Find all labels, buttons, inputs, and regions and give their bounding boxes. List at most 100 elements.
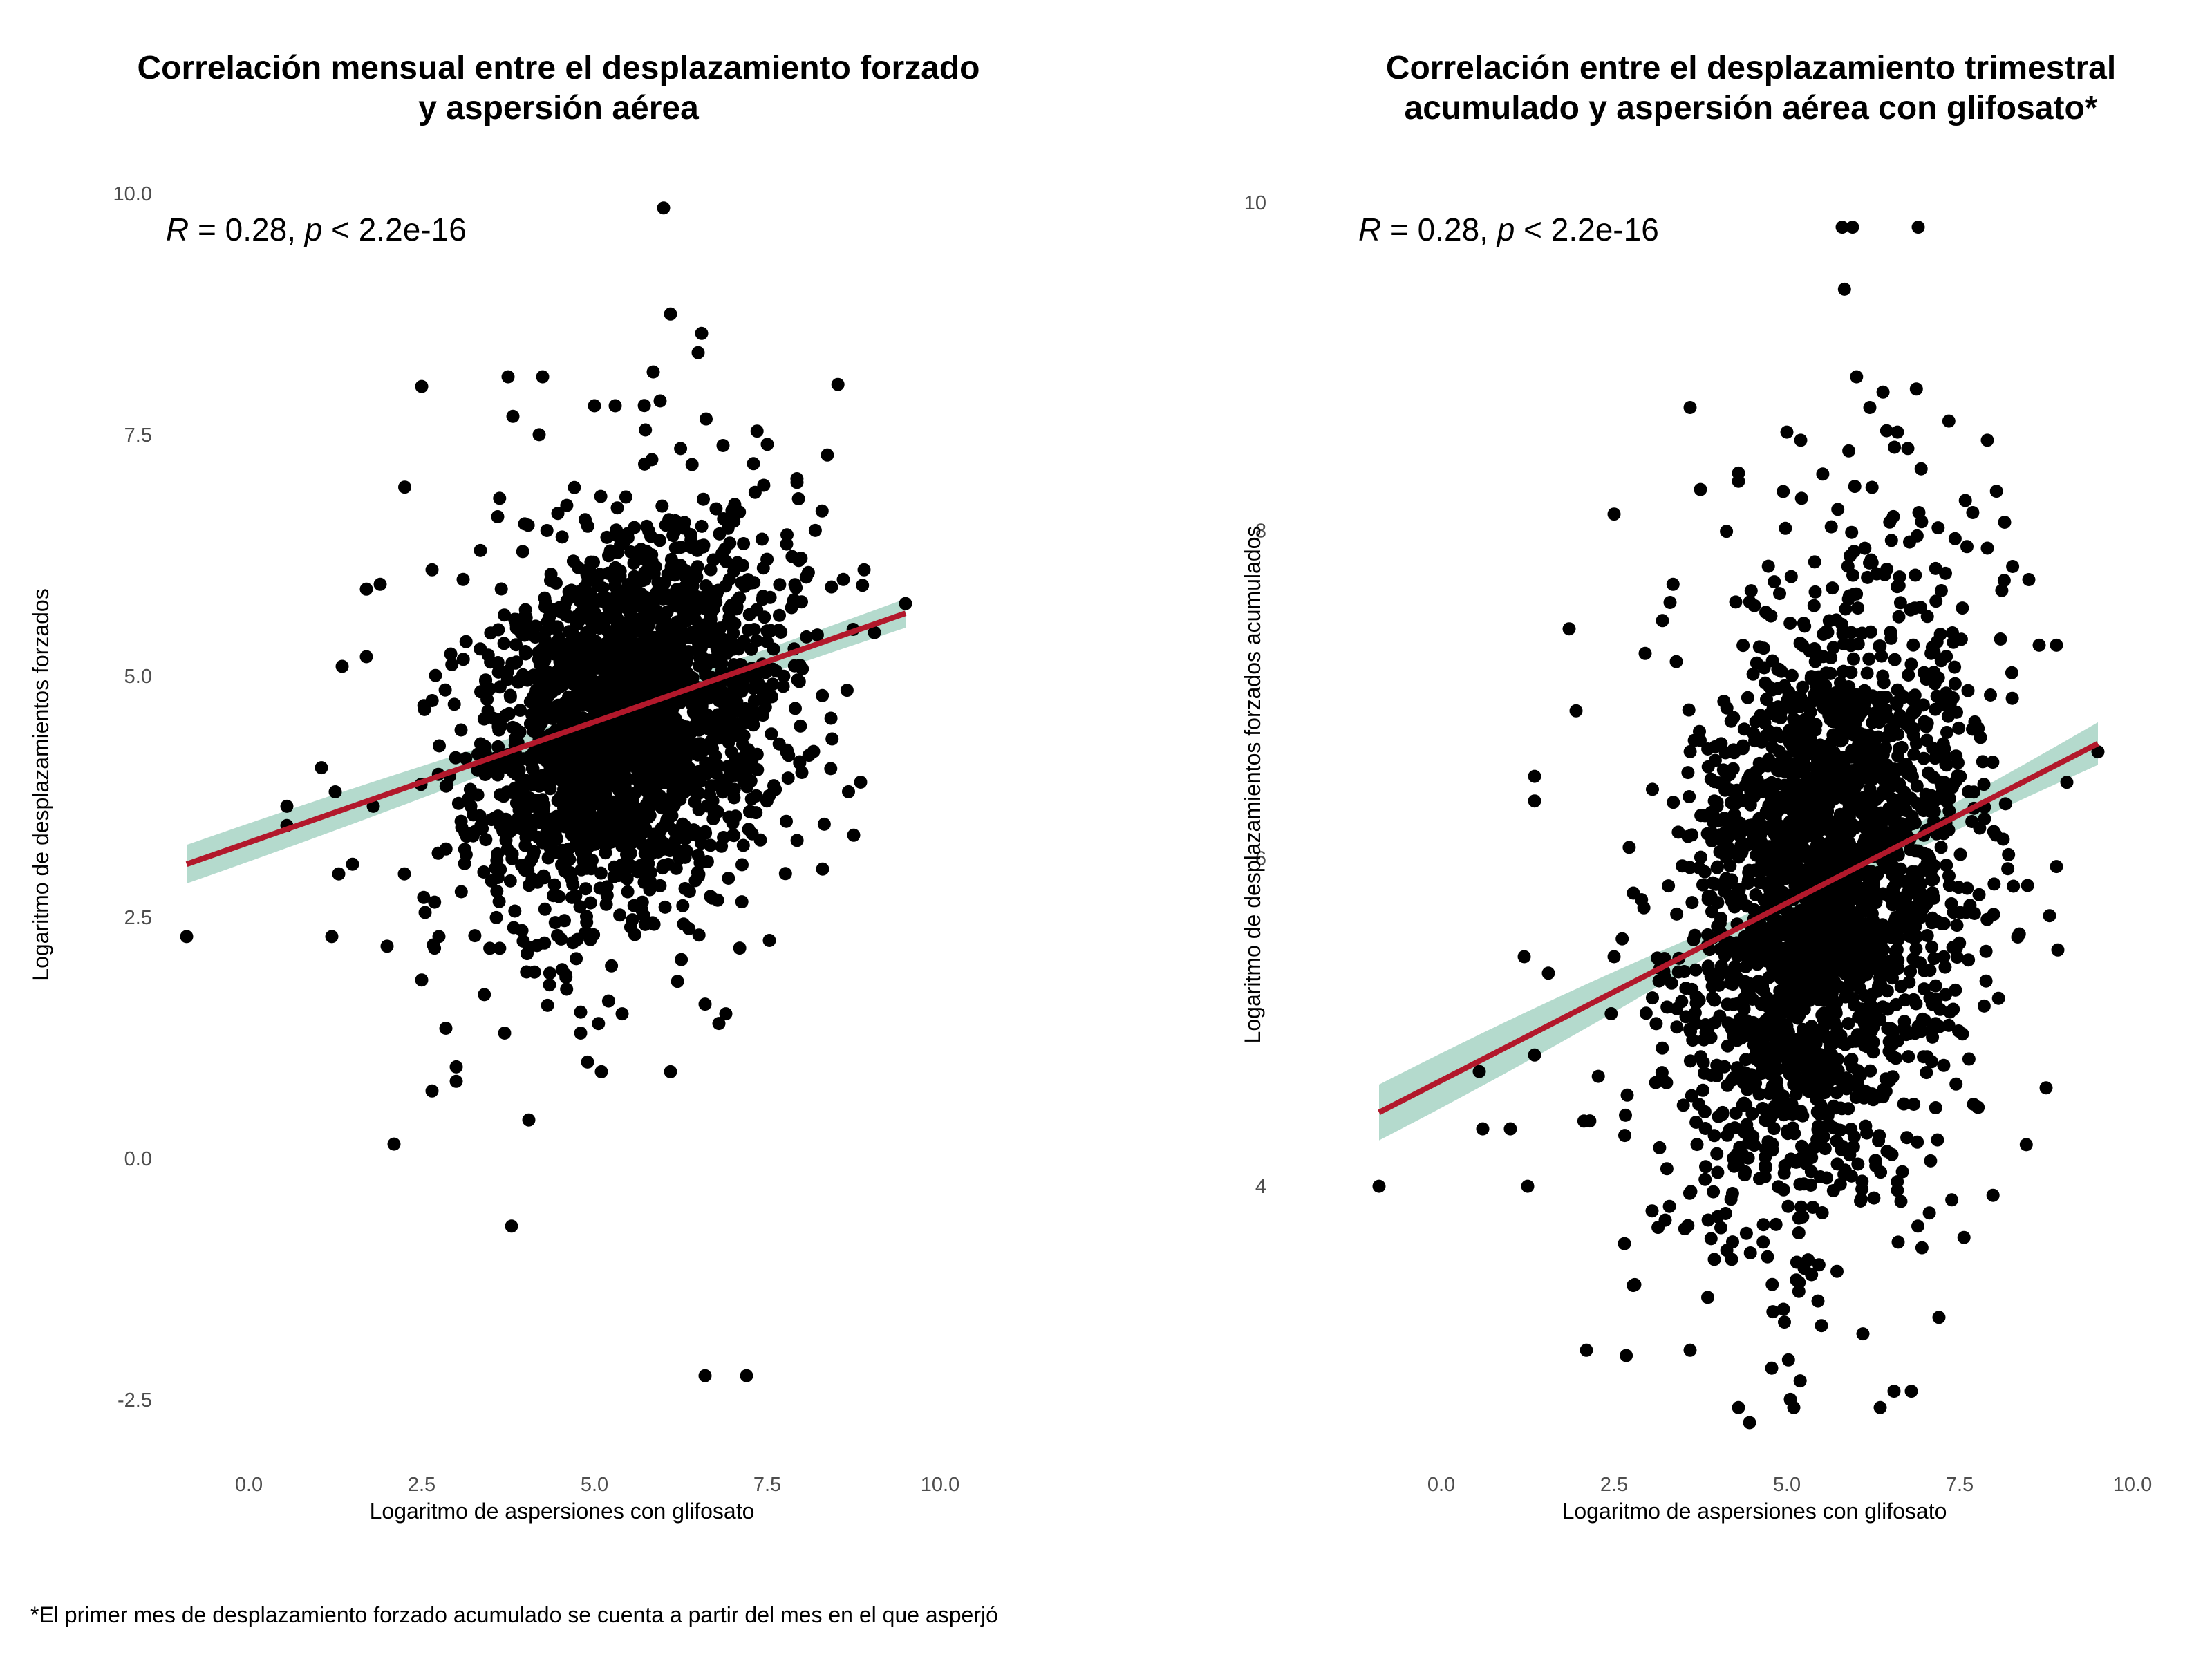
data-point: [1781, 1353, 1795, 1367]
data-point: [1762, 997, 1776, 1011]
data-point: [1806, 794, 1819, 808]
data-point: [1732, 825, 1745, 839]
data-point: [1882, 1044, 1896, 1058]
data-point: [1858, 988, 1872, 1002]
x-axis-label: Logaritmo de aspersiones con glifosato: [1562, 1499, 1947, 1524]
data-point: [474, 543, 487, 557]
data-point: [704, 890, 718, 903]
data-point: [1472, 1065, 1486, 1078]
chart-title-line-1: Correlación mensual entre el desplazamie…: [138, 50, 980, 86]
data-point: [1873, 1129, 1886, 1143]
regression-line: [185, 610, 907, 867]
data-point: [1948, 660, 1962, 674]
data-point: [1685, 1089, 1698, 1103]
data-point: [1765, 1361, 1779, 1375]
data-point: [816, 688, 830, 702]
data-point: [1864, 625, 1877, 639]
data-point: [518, 517, 532, 531]
data-point: [610, 755, 624, 769]
data-point: [1998, 516, 2012, 529]
data-point: [1891, 580, 1904, 594]
data-point: [1873, 1400, 1887, 1414]
data-point: [655, 821, 668, 835]
data-point: [701, 599, 715, 612]
data-point: [568, 480, 581, 494]
data-point: [1962, 953, 1976, 967]
data-point: [1819, 797, 1833, 811]
data-point: [425, 563, 439, 577]
data-point: [1811, 754, 1824, 768]
data-point: [494, 582, 508, 596]
data-point: [1846, 221, 1859, 234]
data-point: [1926, 1030, 1940, 1044]
data-point: [1980, 912, 1994, 926]
data-point: [1797, 821, 1810, 835]
data-point: [536, 793, 550, 807]
data-point: [1763, 1044, 1777, 1058]
data-point: [1819, 928, 1833, 941]
data-point: [1794, 1200, 1808, 1214]
data-point: [600, 791, 614, 805]
data-point: [505, 852, 519, 865]
data-point: [514, 704, 527, 717]
data-point: [662, 679, 675, 693]
data-point: [552, 703, 566, 717]
data-point: [1886, 509, 1900, 523]
data-point: [490, 884, 504, 898]
data-point: [638, 573, 652, 586]
data-point: [1892, 610, 1906, 624]
data-point: [704, 838, 718, 852]
data-point: [538, 902, 552, 916]
data-point: [1788, 775, 1801, 789]
data-point: [749, 806, 763, 820]
data-point: [590, 637, 604, 651]
data-point: [523, 792, 536, 806]
data-point: [563, 637, 577, 651]
x-tick-label: 10.0: [921, 1474, 959, 1496]
data-point: [1812, 1258, 1826, 1272]
data-point: [325, 930, 339, 944]
data-point: [1723, 842, 1736, 856]
data-point: [1884, 780, 1897, 794]
data-point: [1962, 1052, 1976, 1066]
data-point: [1779, 948, 1792, 962]
data-point: [1778, 1159, 1792, 1172]
data-point: [619, 589, 632, 603]
data-point: [636, 804, 650, 818]
data-point: [597, 776, 611, 790]
data-point: [1994, 632, 2007, 646]
data-point: [1899, 804, 1913, 817]
data-point: [1707, 794, 1721, 808]
data-point: [1911, 1219, 1924, 1233]
data-point: [508, 731, 522, 745]
data-point: [1907, 1098, 1921, 1111]
data-point: [584, 555, 598, 569]
data-point: [1784, 570, 1798, 583]
data-point: [704, 779, 718, 793]
data-point: [1781, 693, 1794, 707]
data-point: [1739, 1053, 1752, 1067]
data-point: [585, 760, 599, 774]
data-point: [1720, 525, 1734, 538]
data-point: [522, 879, 536, 892]
data-point: [1838, 941, 1852, 955]
data-point: [1904, 722, 1918, 735]
data-point: [1811, 1294, 1825, 1308]
data-point: [1685, 896, 1699, 910]
data-point: [1744, 584, 1758, 598]
data-point: [543, 818, 556, 832]
data-point: [1937, 827, 1951, 841]
data-point: [1638, 646, 1652, 660]
data-point: [497, 789, 511, 803]
data-point: [693, 632, 706, 645]
data-point: [1718, 1060, 1732, 1074]
data-point: [1976, 755, 1989, 769]
data-point: [583, 771, 597, 785]
data-point: [583, 783, 597, 797]
data-point: [1832, 689, 1846, 703]
data-point: [630, 654, 644, 668]
data-point: [572, 561, 585, 574]
data-point: [1725, 1253, 1738, 1266]
data-point: [1828, 1004, 1842, 1018]
data-point: [1890, 831, 1904, 845]
